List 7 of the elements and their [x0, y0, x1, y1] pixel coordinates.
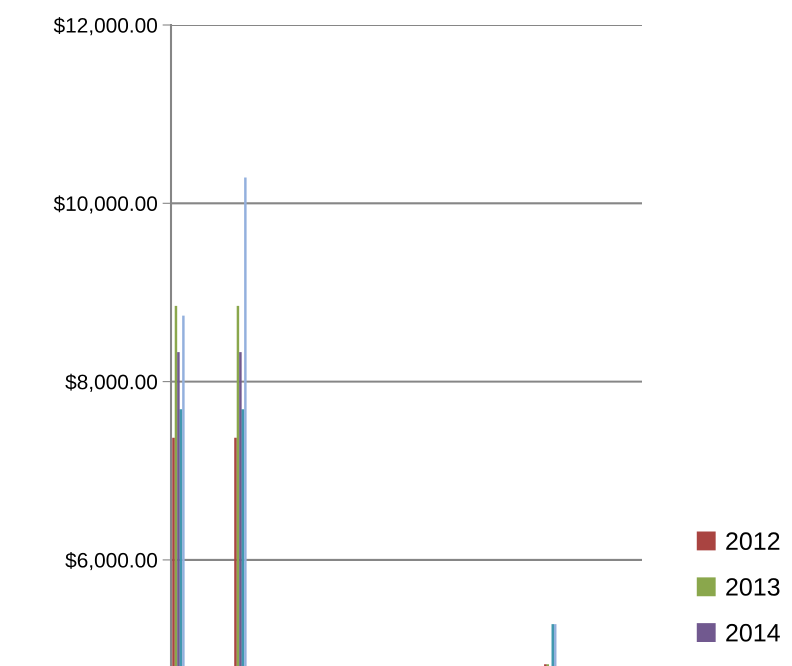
- legend-label: 2013: [726, 578, 780, 596]
- legend-label: 2012: [726, 532, 780, 550]
- y-tick-label: $6,000.00: [65, 552, 157, 570]
- legend-label: 2014: [726, 624, 780, 642]
- y-tick-label: $8,000.00: [65, 374, 157, 392]
- y-tick-label: $12,000.00: [54, 17, 157, 36]
- y-tick-label: $10,000.00: [54, 195, 157, 214]
